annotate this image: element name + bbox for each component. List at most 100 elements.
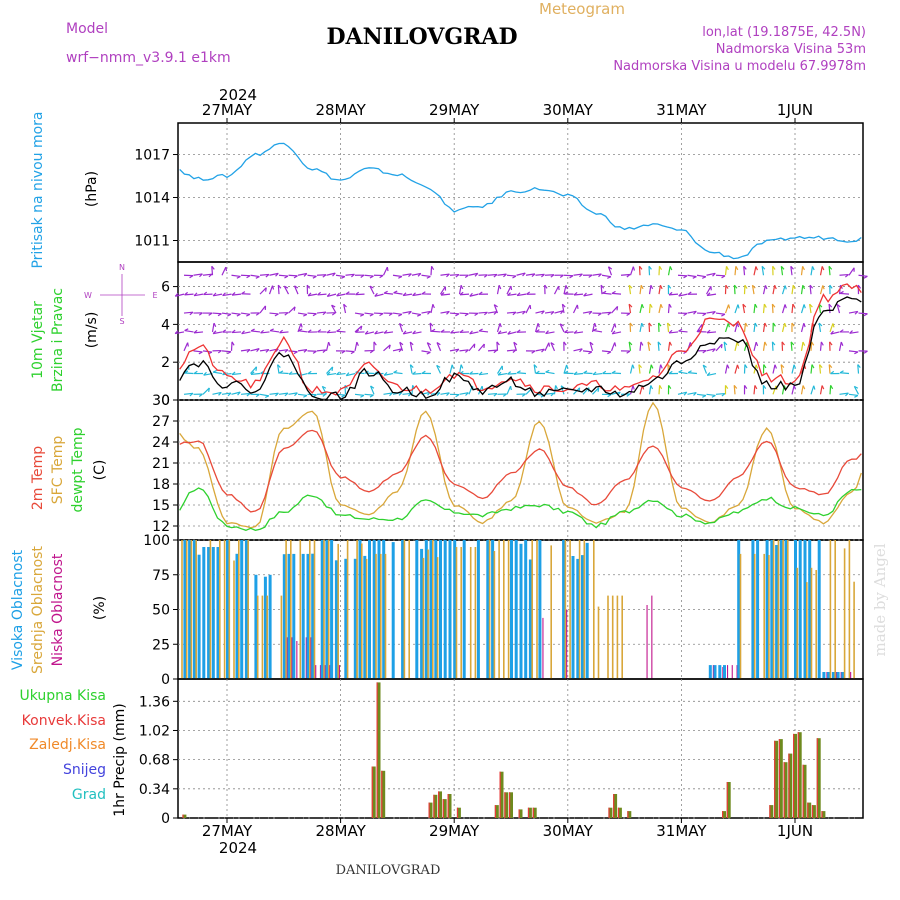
wind-barb-head (854, 385, 859, 389)
precip-bar-conv (793, 733, 795, 818)
wind-barb-head (854, 311, 859, 315)
precip-bar-conv (608, 807, 610, 818)
cloud-bar-high (737, 540, 741, 679)
cloud-bar-high (207, 547, 211, 679)
cloud-bar-high (443, 540, 447, 679)
wind-barb-head (300, 323, 303, 328)
precip-bar (532, 807, 537, 818)
wind-barb (321, 386, 328, 395)
cloud-bar-mid (593, 540, 595, 679)
cloud-bar-low (566, 609, 568, 679)
wind-barb-head (764, 285, 768, 290)
wind-barb-head (345, 291, 350, 295)
wind-barb (800, 341, 804, 351)
cloud-bar-high (562, 540, 566, 679)
wind-barb-head (174, 330, 179, 334)
wind-barb-head (331, 304, 336, 308)
wind-barb (657, 341, 660, 351)
wind-barb-head (737, 304, 740, 309)
cloud-bar-mid (503, 540, 505, 679)
wind-barb (431, 330, 441, 333)
wind-barb-head (231, 329, 236, 334)
wind-barb (781, 304, 786, 314)
cloud-bar-high (334, 560, 338, 679)
day-label-bottom: 27MAY (202, 822, 253, 840)
wind-barb (458, 364, 462, 374)
wind-barb (535, 310, 545, 314)
wind-barb-head (369, 313, 374, 317)
wind-barb-head (231, 341, 235, 346)
wind-barb-head (369, 275, 374, 279)
wind-barb-head (733, 284, 738, 289)
wind-barb-head (564, 329, 569, 333)
wind-barb (211, 266, 214, 276)
wind-barb-head (561, 303, 566, 308)
wind-barb (487, 349, 498, 352)
location-title: DANILOVGRAD (326, 24, 517, 50)
wind-barb (828, 266, 831, 276)
wind-barb-head (614, 342, 617, 347)
precip-bar (371, 766, 376, 818)
cloud-bar-mid (616, 595, 619, 679)
wind-barb-head (639, 265, 643, 270)
wind-barb-head (569, 275, 574, 279)
wind-barb (535, 348, 545, 352)
wind-barb-head (294, 285, 299, 289)
wind-barb-head (809, 303, 813, 308)
cloud-bar-low (291, 637, 293, 679)
wind-barb-head (345, 372, 350, 377)
wind-barb (743, 322, 747, 333)
wind-barb-head (667, 284, 672, 289)
cloud-bar-mid (375, 553, 377, 679)
cloud-bar-high (708, 665, 712, 679)
wind-barb (392, 274, 402, 278)
wind-barb (724, 364, 728, 374)
wind-barb-head (455, 394, 460, 398)
precip-bar (442, 799, 447, 818)
wind-barb-head (203, 291, 208, 296)
wind-barb (487, 311, 497, 314)
wind-barb (506, 385, 512, 395)
wind-barb-head (725, 284, 729, 289)
wind-barb (628, 285, 632, 295)
wind-barb-head (326, 371, 331, 376)
wind-barb (582, 350, 593, 353)
wind-barb-head (399, 341, 404, 346)
wind-barb (544, 392, 555, 395)
cloud-bar-mid (361, 543, 363, 679)
wind-barb-head (402, 292, 407, 296)
wind-barb-head (811, 266, 815, 271)
wind-barb-head (647, 341, 652, 346)
wind-barb (403, 293, 413, 297)
precip-bar (456, 807, 461, 818)
wind-barb-head (592, 328, 598, 332)
wind-barb-head (256, 348, 260, 353)
wind-barb-head (744, 364, 748, 369)
wind-barb-head (303, 349, 308, 353)
wind-barb-head (668, 370, 673, 375)
wind-barb (591, 323, 596, 333)
wind-barb (175, 293, 185, 297)
wind-barb-head (857, 284, 862, 289)
wind-barb-head (212, 330, 217, 335)
wind-barb-head (683, 391, 688, 396)
wind-key-w: W (84, 291, 92, 300)
precip-bar (433, 794, 438, 818)
wind-barb (762, 341, 766, 351)
wind-barb-head (544, 284, 548, 289)
wind-barb (335, 274, 345, 278)
precip-bar (527, 807, 532, 818)
wind-barb-head (436, 364, 441, 368)
wind-barb (392, 348, 402, 352)
wind-barb-head (465, 349, 469, 353)
wind-barb-head (592, 371, 597, 376)
wind-barb (762, 304, 765, 314)
wind-barb (836, 304, 841, 314)
wind-barb-head (241, 330, 245, 335)
wind-barb-head (790, 341, 795, 346)
wind-barb (592, 273, 602, 276)
cloud-bar-mid (474, 547, 477, 679)
wind-barb-head (790, 265, 794, 270)
wind-barb-head (836, 303, 841, 308)
